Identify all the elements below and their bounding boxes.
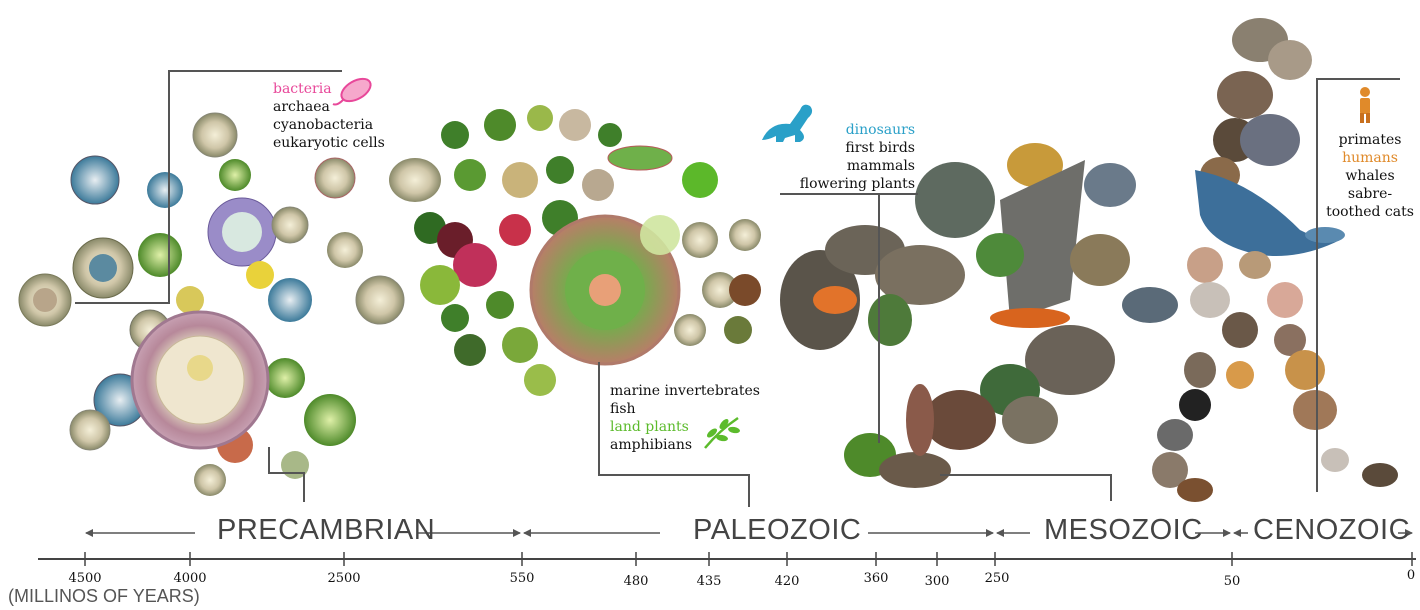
label-cyanobacteria: cyanobacteria: [273, 117, 374, 133]
label-archaea: archaea: [273, 99, 330, 115]
label-primates: primates: [1338, 132, 1402, 148]
paleozoic-leader-horizontal: [598, 474, 750, 476]
tick-label-50: 50: [1223, 574, 1241, 589]
mesozoic-leader-top: [780, 193, 918, 195]
era-paleozoic: PALEOZOIC: [693, 514, 862, 546]
label-eukaryotic-cells: eukaryotic cells: [273, 135, 385, 151]
cenozoic-leader-vertical: [1316, 78, 1318, 492]
paleozoic-leader-era: [748, 474, 750, 507]
paleozoic-leader-vertical: [598, 362, 600, 474]
paleozoic-cluster: [389, 105, 761, 396]
label-marine-invertebrates: marine invertebrates: [610, 383, 760, 399]
cenozoic-leader-top: [1316, 78, 1400, 80]
era-mesozoic: MESOZOIC: [1044, 514, 1203, 546]
label-humans: humans: [1342, 150, 1398, 166]
tick-label-0: 0: [1406, 568, 1416, 583]
label-fish: fish: [610, 401, 636, 417]
precambrian-organism-list: bacteria archaea cyanobacteria eukaryoti…: [273, 80, 385, 152]
cenozoic-cluster: [1152, 18, 1398, 502]
mesozoic-organism-list: dinosaurs first birds mammals flowering …: [780, 121, 915, 193]
tick-label-550: 550: [509, 571, 535, 586]
tick-label-4500: 4500: [68, 571, 102, 586]
paleozoic-organism-list: marine invertebrates fish land plants am…: [610, 382, 760, 454]
era-precambrian: PRECAMBRIAN: [217, 514, 436, 546]
label-bacteria: bacteria: [273, 81, 332, 97]
precambrian-leader-era: [303, 472, 305, 502]
label-dinosaurs: dinosaurs: [845, 122, 915, 138]
fern-leaf-icon: [704, 416, 740, 449]
mesozoic-leader-era: [1110, 474, 1112, 501]
label-land-plants: land plants: [610, 419, 689, 435]
precambrian-leader-top: [168, 70, 342, 72]
mesozoic-leader-vertical: [878, 193, 880, 443]
tick-label-300: 300: [924, 574, 950, 589]
human-icon: [1360, 87, 1370, 123]
precambrian-leader-bottom: [268, 447, 270, 472]
label-mammals: mammals: [846, 158, 915, 174]
tick-label-250: 250: [984, 571, 1010, 586]
tick-label-360: 360: [863, 571, 889, 586]
label-sabre-toothed-cats: sabre-toothed cats: [1326, 186, 1414, 220]
era-cenozoic: CENOZOIC: [1253, 514, 1411, 546]
precambrian-leader-horizontal: [75, 302, 170, 304]
mesozoic-leader-horizontal: [940, 474, 1112, 476]
dinosaur-icon: [762, 104, 813, 142]
label-flowering-plants: flowering plants: [799, 176, 915, 192]
precambrian-cluster: [18, 112, 405, 496]
precambrian-leader-bottom-h: [268, 472, 305, 474]
tick-label-2500: 2500: [327, 571, 361, 586]
label-first-birds: first birds: [845, 140, 915, 156]
axis-unit-label: (MILLINOS OF YEARS): [8, 586, 200, 606]
cenozoic-organism-list: primates humans whales sabre-toothed cat…: [1322, 131, 1418, 221]
bacteria-icon: [332, 77, 372, 106]
label-amphibians: amphibians: [610, 437, 693, 453]
tick-label-480: 480: [623, 574, 649, 589]
tick-label-4000: 4000: [173, 571, 207, 586]
label-whales: whales: [1345, 168, 1395, 184]
tick-label-435: 435: [696, 574, 722, 589]
tick-label-420: 420: [774, 574, 800, 589]
mesozoic-cluster: [780, 143, 1178, 488]
precambrian-leader-vertical: [168, 70, 170, 302]
